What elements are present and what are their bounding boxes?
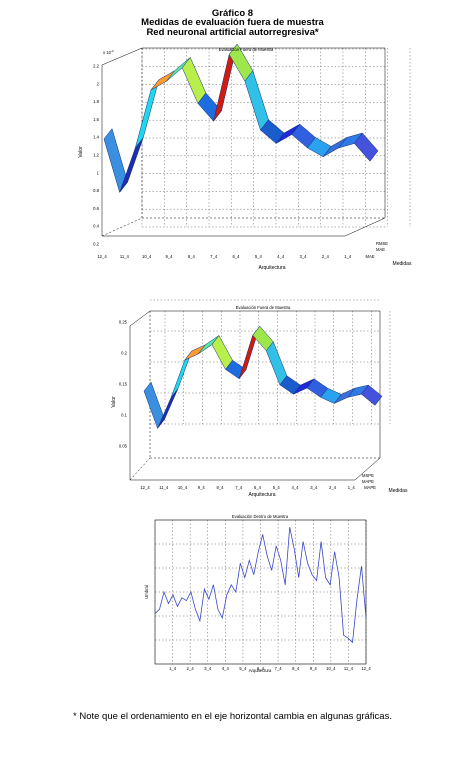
depth-tick-label: MAE <box>376 247 385 252</box>
x-tick-label: 10_4 <box>178 485 188 490</box>
y-tick-label: 0.2 <box>93 242 99 247</box>
y-tick-label: 0.4 <box>93 224 99 229</box>
chart-2-zlabel: Medidas <box>389 488 408 494</box>
chart-3-in-sample: 1_4 2_4 3_4 4_4 5_4 6_4 7_4 8_4 9_4 10_4 11_4 12_4 … <box>144 514 371 673</box>
x-tick-label: 2_4 <box>187 666 195 671</box>
x-tick-label: 5_4 <box>255 254 263 259</box>
y-tick-label: 0.15 <box>119 382 128 387</box>
x-tick-label: 6_4 <box>233 254 241 259</box>
ribbon-segment <box>184 344 206 361</box>
chart-1-exponent: x 10-4 <box>103 49 114 55</box>
x-tick-label: 9_4 <box>310 666 318 671</box>
x-tick-label: 8_4 <box>292 666 300 671</box>
footnote: * Note que el ordenamiento en el eje hor… <box>73 711 392 722</box>
depth-tick-label: MSPE <box>362 473 374 478</box>
x-tick-label: 7_4 <box>235 485 243 490</box>
y-tick-label: 1 <box>97 170 100 175</box>
chart-1-title: Evaluación Fuera de Muestra <box>219 47 274 52</box>
x-tick-label: 10_4 <box>142 254 152 259</box>
x-tick-label: MAE <box>365 254 374 259</box>
x-tick-label: 7_4 <box>210 254 218 259</box>
chart-2-mspe-mape: 0.05 0.1 0.15 0.2 0.25 12_4 11_4 10_4 9_4 8_4 7_4 6… <box>111 299 408 498</box>
x-tick-label: 3_4 <box>300 254 308 259</box>
x-tick-label: 3_4 <box>204 666 212 671</box>
chart-2-title: Evaluación Fuera de Muestra <box>236 305 291 310</box>
y-tick-label: 1.6 <box>93 117 99 122</box>
ribbon-segment <box>181 56 207 104</box>
x-tick-label: 6_4 <box>254 485 262 490</box>
x-tick-label: 11_4 <box>344 666 354 671</box>
x-tick-label: 9_4 <box>166 254 174 259</box>
chart-1-rmse-mae: 0.2 0.4 0.6 0.8 1 1.2 1.4 1.6 1.8 2 2.2 12_4 11_4 10_… <box>78 43 412 271</box>
x-tick-label: 1_4 <box>348 485 356 490</box>
figure-subtitle: Red neuronal artificial autorregresiva* <box>146 27 319 38</box>
x-tick-label: 2_4 <box>329 485 337 490</box>
y-tick-label: 2.2 <box>93 64 99 69</box>
y-tick-label: 0.05 <box>119 444 128 449</box>
y-tick-label: 0.25 <box>119 320 128 325</box>
ribbon-segment <box>244 70 269 131</box>
y-tick-label: 1.4 <box>93 135 99 140</box>
ribbon-segment <box>135 79 160 149</box>
ribbon-segment <box>354 132 379 162</box>
x-tick-label: 12_4 <box>97 254 107 259</box>
x-tick-label: 7_4 <box>275 666 283 671</box>
x-tick-label: 12_4 <box>361 666 371 671</box>
x-tick-label: 1_4 <box>169 666 177 671</box>
chart-1-xlabel: Arquitectura <box>259 265 286 271</box>
chart-1-ylabel: Valor <box>78 146 84 158</box>
x-tick-label: MAPE <box>364 485 376 490</box>
x-tick-label: 8_4 <box>217 485 225 490</box>
depth-tick-label: RMSE <box>376 241 388 246</box>
chart-3-ylabel: Umbral <box>144 585 149 599</box>
x-tick-label: 1_4 <box>344 254 352 259</box>
ribbon-segment <box>150 70 175 91</box>
y-tick-label: 0.8 <box>93 188 99 193</box>
x-tick-label: 4_4 <box>292 485 300 490</box>
y-tick-label: 1.2 <box>93 153 99 158</box>
x-tick-label: 11_4 <box>120 254 130 259</box>
ribbon-segment <box>361 384 383 406</box>
figure-title: Medidas de evaluación fuera de muestra <box>141 17 324 28</box>
chart-3-xlabel: Arquitectura <box>249 668 272 673</box>
x-tick-label: 3_4 <box>310 485 318 490</box>
x-tick-label: 4_4 <box>277 254 285 259</box>
y-tick-label: 0.2 <box>121 351 127 356</box>
x-tick-label: 8_4 <box>188 254 196 259</box>
ribbon-segment <box>119 137 144 193</box>
x-tick-label: 2_4 <box>322 254 330 259</box>
chart-2-xlabel: Arquitectura <box>249 492 276 498</box>
x-tick-label: 5_4 <box>273 485 281 490</box>
x-tick-label: 4_4 <box>222 666 230 671</box>
depth-tick-label: MAPE <box>362 479 374 484</box>
x-tick-label: 12_4 <box>140 485 150 490</box>
chart-3-series-line <box>154 527 367 644</box>
ribbon-segment <box>266 341 288 386</box>
y-tick-label: 2 <box>97 81 100 86</box>
y-tick-label: 1.8 <box>93 99 99 104</box>
chart-2-ylabel: Valor <box>111 396 117 408</box>
chart-3-title: Evaluación Dentro de Muestra <box>232 514 289 519</box>
x-tick-label: 9_4 <box>198 485 206 490</box>
x-tick-label: 5_4 <box>239 666 247 671</box>
figure-number: Gráfico 8 <box>211 8 254 19</box>
x-tick-label: 6_4 <box>257 666 265 671</box>
y-tick-label: 0.6 <box>93 206 99 211</box>
y-tick-label: 0.1 <box>121 413 127 418</box>
x-tick-label: 10_4 <box>326 666 336 671</box>
x-tick-label: 11_4 <box>159 485 169 490</box>
chart-1-zlabel: Medidas <box>393 261 412 267</box>
